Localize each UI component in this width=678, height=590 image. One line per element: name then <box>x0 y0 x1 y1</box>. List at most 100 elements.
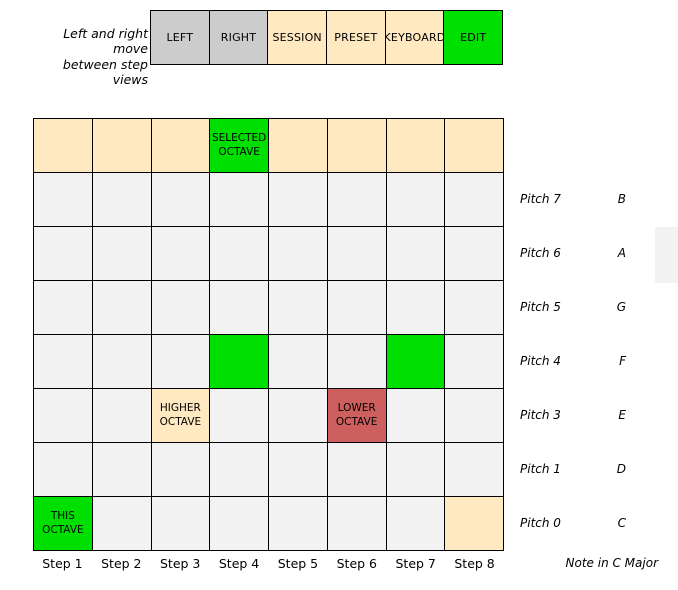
pitch-label: Pitch 4 <box>520 354 561 368</box>
grid-cell[interactable] <box>210 227 269 281</box>
grid-cell[interactable] <box>34 281 93 335</box>
pitch-label-row: Pitch 5 G <box>520 280 626 334</box>
button-preset[interactable]: PRESET <box>327 11 386 65</box>
grid-cell[interactable] <box>269 227 328 281</box>
grid-cell[interactable] <box>445 335 504 389</box>
note-letter: B <box>617 192 626 206</box>
note-letter: D <box>616 462 626 476</box>
note-letter: A <box>617 246 626 260</box>
grid-cell[interactable] <box>151 443 211 497</box>
pitch-label-row: Pitch 3 E <box>520 388 626 442</box>
grid-cell[interactable] <box>151 173 211 227</box>
hint-text: Left and right move between step views <box>28 26 148 87</box>
step-label: Step 7 <box>395 556 436 571</box>
grid-cell[interactable] <box>151 497 211 551</box>
grid-cell[interactable] <box>445 389 504 443</box>
step-label: Step 2 <box>101 556 142 571</box>
grid-cell[interactable] <box>210 173 269 227</box>
grid-cell[interactable] <box>386 443 446 497</box>
grid-cell[interactable] <box>34 227 93 281</box>
grid-cell[interactable] <box>92 335 152 389</box>
pitch-label: Pitch 5 <box>520 300 561 314</box>
grid-cell[interactable] <box>386 497 446 551</box>
grid-cell-selected-octave[interactable]: SELECTED OCTAVE <box>210 119 269 173</box>
pitch-label-row: Pitch 4 F <box>520 334 626 388</box>
grid-cell[interactable] <box>269 335 328 389</box>
grid-cell[interactable] <box>327 173 387 227</box>
grid-cell-this-octave[interactable]: THIS OCTAVE <box>34 497 93 551</box>
grid-cell[interactable] <box>386 173 446 227</box>
note-letter: G <box>616 300 626 314</box>
grid-cell[interactable] <box>445 497 504 551</box>
step-label: Step 6 <box>336 556 377 571</box>
grid-cell[interactable] <box>386 227 446 281</box>
key-label: Note in C Major <box>565 556 658 570</box>
grid-cell[interactable] <box>386 335 446 389</box>
pitch-label-row: Pitch 7 B <box>520 172 626 226</box>
pitch-label: Pitch 0 <box>520 516 561 530</box>
grid-cell[interactable] <box>92 443 152 497</box>
grid-cell[interactable] <box>34 173 93 227</box>
step-label: Step 8 <box>454 556 495 571</box>
grid-cell[interactable] <box>269 173 328 227</box>
grid-cell[interactable] <box>445 173 504 227</box>
grid-cell[interactable] <box>92 227 152 281</box>
grid-cell[interactable] <box>92 389 152 443</box>
grid-cell-lower-octave[interactable]: LOWER OCTAVE <box>327 389 387 443</box>
grid-cell[interactable] <box>34 335 93 389</box>
toolbar: LEFT RIGHT SESSION PRESET KEYBOARD EDIT <box>150 10 503 65</box>
grid-cell[interactable] <box>327 497 387 551</box>
grid-cell[interactable] <box>151 335 211 389</box>
grid-cell[interactable] <box>269 497 328 551</box>
scrollbar-thumb[interactable] <box>655 227 678 283</box>
pitch-label: Pitch 3 <box>520 408 561 422</box>
step-label: Step 3 <box>159 556 201 571</box>
grid-cell[interactable] <box>34 389 93 443</box>
grid-cell[interactable] <box>327 443 387 497</box>
button-left[interactable]: LEFT <box>151 11 210 65</box>
grid-cell[interactable] <box>327 119 387 173</box>
grid-cell[interactable] <box>151 281 211 335</box>
pitch-label: Pitch 1 <box>520 462 561 476</box>
grid-cell[interactable] <box>210 335 269 389</box>
grid-cell[interactable] <box>386 389 446 443</box>
button-session[interactable]: SESSION <box>268 11 327 65</box>
grid-cell[interactable] <box>151 227 211 281</box>
grid-cell[interactable] <box>269 119 328 173</box>
grid-cell[interactable] <box>210 389 269 443</box>
button-edit[interactable]: EDIT <box>444 11 503 65</box>
grid-cell[interactable] <box>386 281 446 335</box>
grid-cell[interactable] <box>269 443 328 497</box>
grid-cell[interactable] <box>210 443 269 497</box>
grid-cell[interactable] <box>92 497 152 551</box>
button-right[interactable]: RIGHT <box>209 11 269 65</box>
step-label: Step 4 <box>218 556 260 571</box>
grid-cell[interactable] <box>34 119 93 173</box>
grid-cell[interactable] <box>327 281 387 335</box>
grid-cell[interactable] <box>445 227 504 281</box>
grid-cell[interactable] <box>386 119 446 173</box>
grid-cell[interactable] <box>445 443 504 497</box>
grid-cell[interactable] <box>269 281 328 335</box>
hint-line-1: Left and right move <box>63 26 148 57</box>
grid-cell[interactable] <box>327 227 387 281</box>
note-letter: E <box>618 408 626 422</box>
step-label-row: Step 1 Step 2 Step 3 Step 4 Step 5 Step 6 Step… <box>33 551 504 571</box>
grid-cell[interactable] <box>151 119 211 173</box>
grid-cell[interactable] <box>92 173 152 227</box>
grid-cell[interactable] <box>327 335 387 389</box>
grid-cell[interactable] <box>92 281 152 335</box>
grid-cell[interactable] <box>210 281 269 335</box>
grid-cell-higher-octave[interactable]: HIGHER OCTAVE <box>151 389 211 443</box>
grid-cell[interactable] <box>445 281 504 335</box>
grid-cell[interactable] <box>92 119 152 173</box>
grid-cell[interactable] <box>445 119 504 173</box>
grid-cell[interactable] <box>269 389 328 443</box>
grid-cell[interactable] <box>34 443 93 497</box>
pitch-label-row: Pitch 6 A <box>520 226 626 280</box>
pitch-label: Pitch 7 <box>520 192 561 206</box>
hint-line-2: between step views <box>62 56 148 87</box>
button-keyboard[interactable]: KEYBOARD <box>385 11 445 65</box>
pitch-label-row: Pitch 0 C <box>520 496 626 550</box>
grid-cell[interactable] <box>210 497 269 551</box>
